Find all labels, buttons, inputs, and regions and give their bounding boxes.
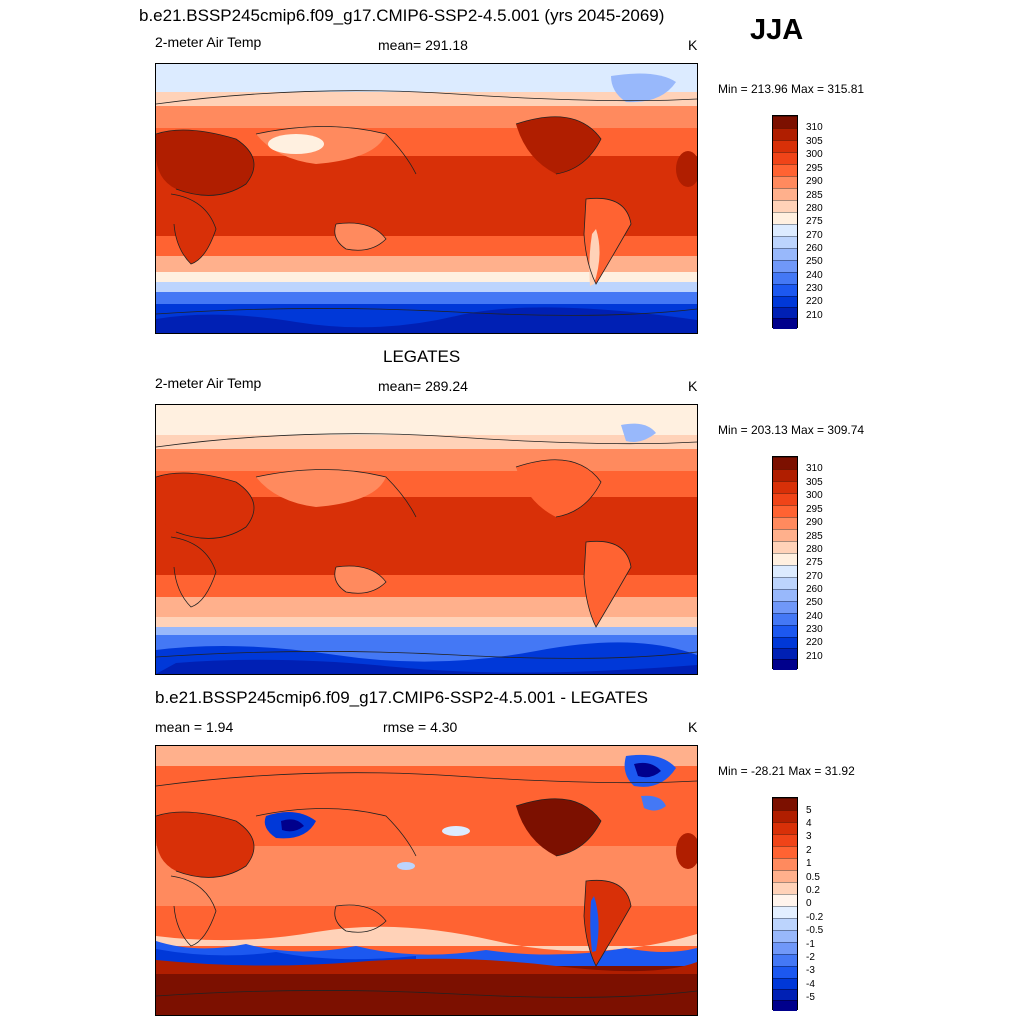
panel-3-tick: 3 — [806, 831, 812, 842]
panel-2-tick: 290 — [806, 517, 823, 528]
panel-1-tick: 220 — [806, 296, 823, 307]
panel-3-tick: 1 — [806, 858, 812, 869]
panel-1-tick: 290 — [806, 176, 823, 187]
panel-2-tick: 275 — [806, 557, 823, 568]
panel-3-tick: -0.5 — [806, 925, 824, 936]
panel-2-title: LEGATES — [383, 347, 461, 366]
panel-2-unit-label: K — [688, 378, 698, 394]
panel-3-tick: -5 — [806, 992, 815, 1003]
panel-1-tick: 280 — [806, 203, 823, 214]
panel-3-colorbar — [772, 797, 798, 1011]
panel-1-tick: 310 — [806, 122, 823, 133]
panel-3-tick: 0.2 — [806, 885, 820, 896]
panel-1-tick: 260 — [806, 243, 823, 254]
panel-2-tick: 300 — [806, 490, 823, 501]
panel-3-unit-label: K — [688, 719, 698, 735]
panel-3-tick: -1 — [806, 939, 815, 950]
panel-3-tick: -2 — [806, 952, 815, 963]
panel-1-mean-label: mean= 291.18 — [378, 37, 468, 53]
panel-3-tick: 2 — [806, 845, 812, 856]
panel-1-title: b.e21.BSSP245cmip6.f09_g17.CMIP6-SSP2-4.… — [139, 6, 665, 25]
panel-1-variable-label: 2-meter Air Temp — [155, 34, 262, 50]
panel-3-rmse-label: rmse = 4.30 — [383, 719, 458, 735]
panel-3-tick: -0.2 — [806, 912, 824, 923]
panel-2-tick: 295 — [806, 504, 823, 515]
panel-3-tick: 0.5 — [806, 872, 820, 883]
panel-3-mean-label: mean = 1.94 — [155, 719, 234, 735]
panel-3-tick: 5 — [806, 805, 812, 816]
panel-2-colorbar — [772, 456, 798, 670]
panel-3-map — [155, 745, 698, 1016]
season-label: JJA — [750, 14, 804, 46]
panel-1-tick: 295 — [806, 163, 823, 174]
panel-2-tick: 250 — [806, 597, 823, 608]
panel-2-tick: 305 — [806, 477, 823, 488]
panel-1-colorbar — [772, 115, 798, 329]
panel-2-minmax: Min = 203.13 Max = 309.74 — [718, 423, 865, 437]
panel-1-tick: 285 — [806, 190, 823, 201]
panel-2-tick: 285 — [806, 531, 823, 542]
panel-1-minmax: Min = 213.96 Max = 315.81 — [718, 82, 865, 96]
panel-2-variable-label: 2-meter Air Temp — [155, 375, 262, 391]
panel-1-map — [155, 63, 698, 334]
panel-3-tick: 4 — [806, 818, 812, 829]
panel-2-map — [155, 404, 698, 675]
panel-2-tick: 270 — [806, 571, 823, 582]
panel-2-tick: 310 — [806, 463, 823, 474]
panel-1-tick: 270 — [806, 230, 823, 241]
panel-1-tick: 305 — [806, 136, 823, 147]
panel-2-tick: 210 — [806, 651, 823, 662]
panel-3-tick: -3 — [806, 965, 815, 976]
panel-1-unit-label: K — [688, 37, 698, 53]
panel-2-tick: 230 — [806, 624, 823, 635]
panel-1-tick: 230 — [806, 283, 823, 294]
panel-1-tick: 240 — [806, 270, 823, 281]
panel-1-tick: 250 — [806, 256, 823, 267]
panel-2-mean-label: mean= 289.24 — [378, 378, 468, 394]
panel-3-minmax: Min = -28.21 Max = 31.92 — [718, 764, 855, 778]
panel-3-tick: 0 — [806, 898, 812, 909]
panel-3-tick: -4 — [806, 979, 815, 990]
panel-3-title: b.e21.BSSP245cmip6.f09_g17.CMIP6-SSP2-4.… — [155, 688, 648, 707]
panel-1-tick: 210 — [806, 310, 823, 321]
panel-2-tick: 220 — [806, 637, 823, 648]
panel-2-tick: 260 — [806, 584, 823, 595]
panel-2-tick: 240 — [806, 611, 823, 622]
panel-1-tick: 275 — [806, 216, 823, 227]
panel-2-tick: 280 — [806, 544, 823, 555]
panel-1-tick: 300 — [806, 149, 823, 160]
